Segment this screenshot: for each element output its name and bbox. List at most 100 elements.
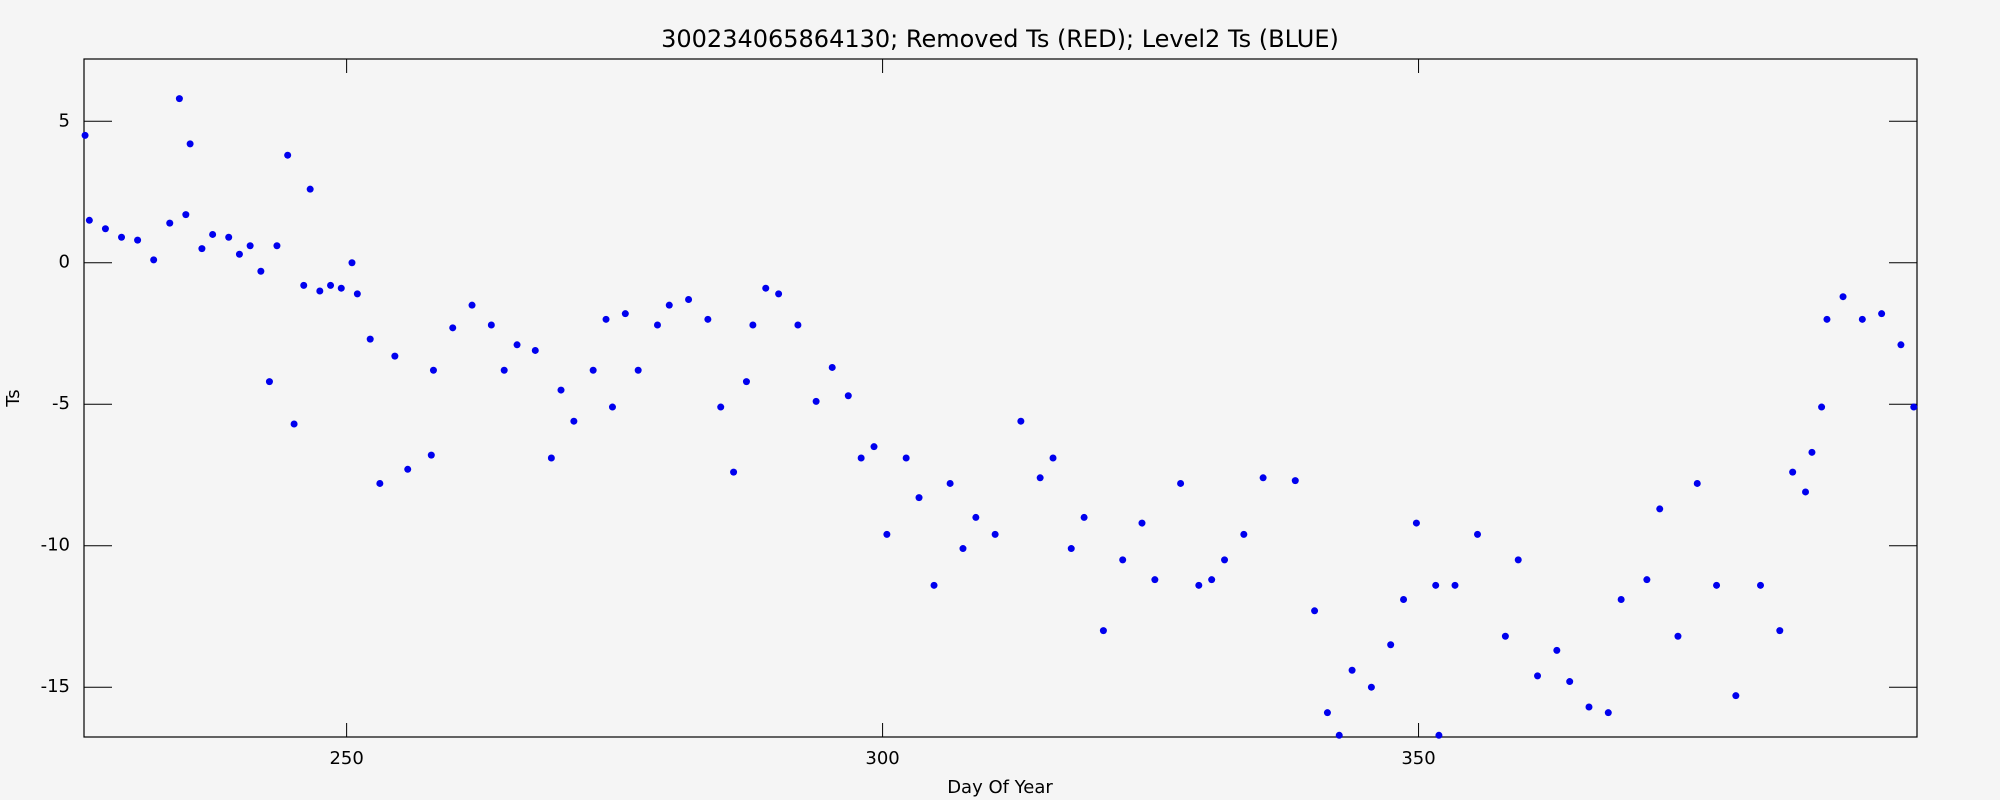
point bbox=[487, 321, 495, 329]
point bbox=[1311, 607, 1319, 615]
point bbox=[1119, 556, 1127, 564]
point bbox=[427, 451, 435, 459]
point bbox=[1036, 474, 1044, 482]
point bbox=[449, 324, 457, 332]
point bbox=[1451, 581, 1459, 589]
point bbox=[1151, 576, 1159, 584]
point bbox=[812, 397, 820, 405]
point bbox=[273, 242, 281, 250]
point bbox=[775, 290, 783, 298]
x-tick-label: 300 bbox=[865, 748, 899, 769]
point bbox=[101, 225, 109, 233]
point bbox=[557, 386, 565, 394]
point bbox=[166, 219, 174, 227]
point bbox=[653, 321, 661, 329]
point bbox=[404, 465, 412, 473]
point bbox=[290, 420, 298, 428]
point bbox=[327, 281, 335, 289]
point bbox=[1067, 545, 1075, 553]
point bbox=[665, 301, 673, 309]
point bbox=[1387, 641, 1395, 649]
y-tick-label: -5 bbox=[52, 393, 70, 414]
point bbox=[348, 259, 356, 267]
point bbox=[1776, 627, 1784, 635]
point bbox=[1656, 505, 1664, 513]
point bbox=[1878, 310, 1886, 318]
point bbox=[1713, 581, 1721, 589]
point bbox=[134, 236, 142, 244]
point bbox=[972, 513, 980, 521]
point bbox=[959, 545, 967, 553]
point bbox=[1221, 556, 1229, 564]
point bbox=[570, 417, 578, 425]
point bbox=[608, 403, 616, 411]
y-tick-label: 5 bbox=[59, 110, 70, 131]
point bbox=[589, 366, 597, 374]
point bbox=[1789, 468, 1797, 476]
point bbox=[366, 335, 374, 343]
point bbox=[717, 403, 725, 411]
point bbox=[209, 230, 217, 238]
point bbox=[844, 392, 852, 400]
point bbox=[1693, 479, 1701, 487]
point bbox=[182, 211, 190, 219]
point bbox=[730, 468, 738, 476]
point bbox=[1138, 519, 1146, 527]
point bbox=[429, 366, 437, 374]
point bbox=[902, 454, 910, 462]
point bbox=[1553, 646, 1561, 654]
point bbox=[353, 290, 361, 298]
point bbox=[634, 366, 642, 374]
point bbox=[1839, 293, 1847, 301]
point bbox=[246, 242, 254, 250]
y-tick-label: -15 bbox=[41, 676, 70, 697]
point bbox=[500, 366, 508, 374]
point bbox=[513, 341, 521, 349]
point bbox=[1643, 576, 1651, 584]
point bbox=[1195, 581, 1203, 589]
point bbox=[306, 185, 314, 193]
point bbox=[857, 454, 865, 462]
point bbox=[198, 245, 206, 253]
point bbox=[794, 321, 802, 329]
chart-title: 300234065864130; Removed Ts (RED); Level… bbox=[661, 25, 1339, 53]
point bbox=[81, 131, 89, 139]
point bbox=[1080, 513, 1088, 521]
point bbox=[1412, 519, 1420, 527]
x-tick-label: 350 bbox=[1401, 748, 1435, 769]
point bbox=[946, 479, 954, 487]
point bbox=[1674, 632, 1682, 640]
point bbox=[1259, 474, 1267, 482]
point bbox=[1858, 315, 1866, 323]
point bbox=[930, 581, 938, 589]
point bbox=[602, 315, 610, 323]
point bbox=[1604, 709, 1612, 717]
point bbox=[1049, 454, 1057, 462]
point bbox=[1808, 448, 1816, 456]
point bbox=[1818, 403, 1826, 411]
point bbox=[265, 378, 273, 386]
point bbox=[870, 443, 878, 451]
point bbox=[1208, 576, 1216, 584]
point bbox=[1435, 731, 1443, 739]
point bbox=[762, 284, 770, 292]
point bbox=[1474, 530, 1482, 538]
point bbox=[175, 95, 183, 103]
point bbox=[1291, 477, 1299, 485]
point bbox=[376, 479, 384, 487]
point bbox=[1756, 581, 1764, 589]
point bbox=[742, 378, 750, 386]
point bbox=[1897, 341, 1905, 349]
point bbox=[621, 310, 629, 318]
point bbox=[749, 321, 757, 329]
point bbox=[1566, 678, 1574, 686]
point bbox=[1400, 595, 1408, 603]
point bbox=[300, 281, 308, 289]
point bbox=[1099, 627, 1107, 635]
point bbox=[704, 315, 712, 323]
point bbox=[1240, 530, 1248, 538]
point bbox=[828, 363, 836, 371]
point bbox=[1617, 595, 1625, 603]
point bbox=[547, 454, 555, 462]
